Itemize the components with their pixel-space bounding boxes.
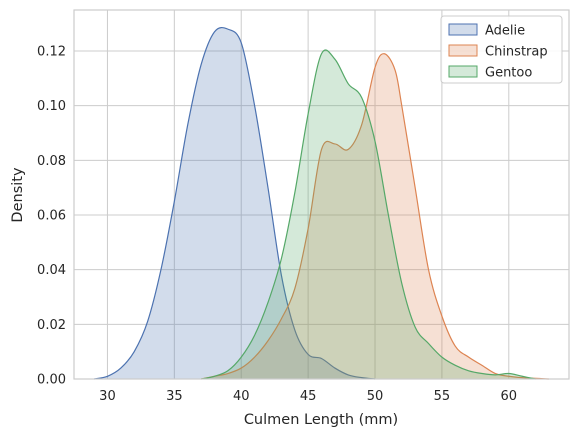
legend-swatch-chinstrap — [448, 44, 478, 57]
x-tick-label: 30 — [99, 389, 116, 404]
x-tick-label: 50 — [367, 389, 384, 404]
legend: Adelie Chinstrap Gentoo — [440, 15, 563, 84]
legend-label-gentoo: Gentoo — [485, 66, 532, 81]
y-tick-label: 0.10 — [37, 99, 66, 114]
y-tick-label: 0.06 — [37, 209, 66, 224]
density-line-gentoo — [200, 49, 536, 380]
legend-swatch-gentoo — [448, 65, 478, 78]
y-axis-ticks: 0.00 0.02 0.04 0.06 0.08 0.10 0.12 — [37, 45, 66, 388]
x-tick-label: 35 — [166, 389, 183, 404]
x-axis-ticks: 30 35 40 45 50 55 60 — [99, 389, 517, 404]
area-fill-adelie — [94, 27, 376, 380]
y-tick-label: 0.08 — [37, 154, 66, 169]
x-tick-label: 40 — [233, 389, 250, 404]
y-tick-label: 0.04 — [37, 263, 66, 278]
density-line-chinstrap — [200, 53, 549, 380]
legend-label-chinstrap: Chinstrap — [485, 45, 548, 60]
x-axis-label: Culmen Length (mm) — [244, 412, 398, 428]
x-tick-label: 60 — [501, 389, 518, 404]
plot-frame — [73, 9, 570, 380]
y-tick-label: 0.00 — [37, 373, 66, 388]
area-fill-chinstrap — [201, 53, 549, 379]
density-areas — [93, 26, 549, 380]
legend-swatch-adelie — [448, 23, 478, 36]
density-line-adelie — [93, 26, 376, 380]
x-tick-label: 55 — [434, 389, 451, 404]
y-tick-label: 0.12 — [37, 45, 66, 60]
y-axis-label: Density — [10, 167, 26, 223]
x-tick-label: 45 — [300, 389, 317, 404]
area-fill-gentoo — [201, 49, 536, 380]
y-tick-label: 0.02 — [37, 318, 66, 333]
legend-label-adelie: Adelie — [485, 24, 525, 39]
